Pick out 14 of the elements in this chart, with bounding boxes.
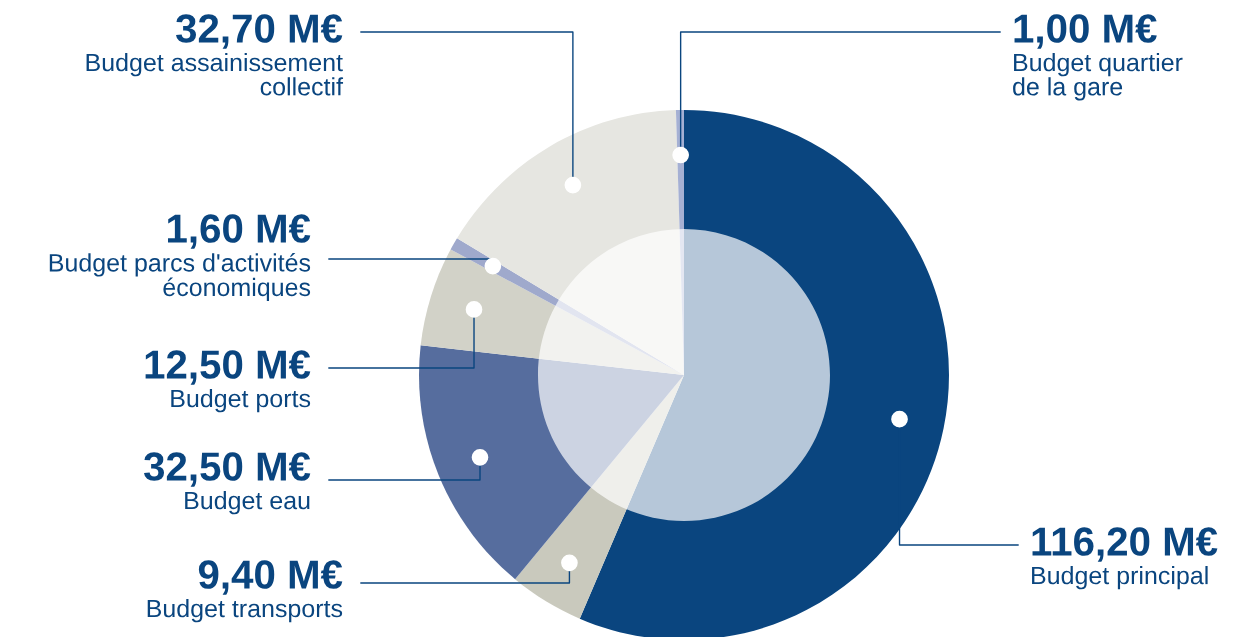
data-label: 9,40 M€ — [198, 560, 343, 595]
data-label: 116,20 M€ — [1032, 527, 1218, 562]
slice-label: Budget assainissement collectif — [86, 53, 344, 96]
slice-label: Budget eau — [185, 491, 310, 515]
slice-label: Budget principal — [1032, 566, 1208, 590]
data-label: 1,60 M€ — [168, 214, 311, 249]
slice-label: Budget quartier de la gare — [1013, 53, 1183, 101]
slice-label: Budget transports — [147, 599, 343, 623]
slice-label: Budget parcs d'activités économiques — [49, 253, 311, 302]
data-label: 1,00 M€ — [1014, 14, 1157, 49]
data-label: 32,50 M€ — [144, 452, 311, 487]
data-label: 12,50 M€ — [145, 350, 311, 385]
data-label: 32,70 M€ — [176, 14, 343, 49]
slice-label: Budget ports — [171, 389, 311, 413]
